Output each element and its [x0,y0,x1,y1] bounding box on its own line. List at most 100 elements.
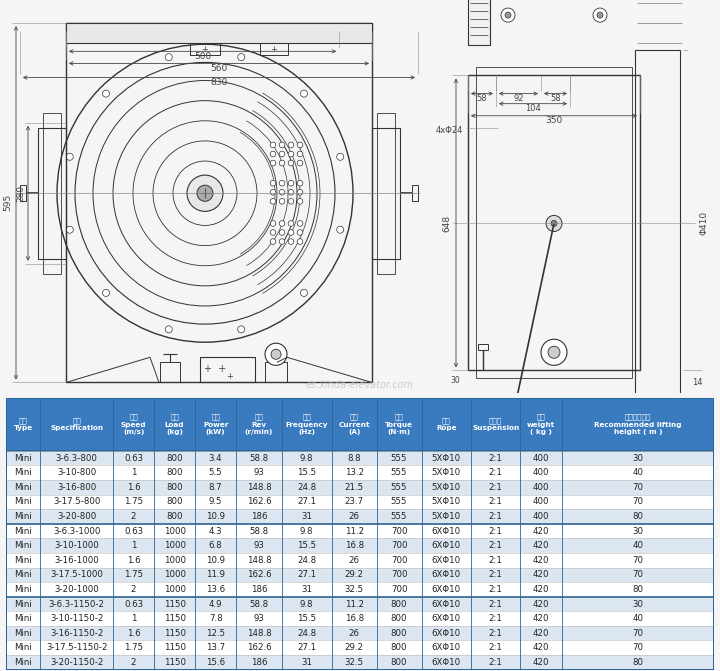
Text: 3-10-1150-2: 3-10-1150-2 [50,614,104,623]
Text: Mini: Mini [14,599,32,609]
Text: 6.8: 6.8 [209,541,222,550]
Circle shape [297,151,303,157]
Text: 4.3: 4.3 [209,527,222,535]
Text: 800: 800 [391,629,408,637]
Text: 420: 420 [533,570,549,579]
Text: 1000: 1000 [163,527,186,535]
Text: 420: 420 [533,599,549,609]
Text: 自重
weight
( kg ): 自重 weight ( kg ) [527,414,555,435]
Text: 58.8: 58.8 [249,454,269,463]
Circle shape [541,340,567,365]
Text: 2:1: 2:1 [489,541,503,550]
Text: 转矩
Torque
(N·m): 转矩 Torque (N·m) [385,414,413,435]
Text: 280: 280 [17,185,25,202]
Circle shape [279,142,285,148]
Text: 2:1: 2:1 [489,614,503,623]
Circle shape [297,180,303,186]
Text: 420: 420 [533,556,549,565]
Text: +: + [202,45,208,54]
Circle shape [279,199,285,204]
Text: 2:1: 2:1 [489,483,503,492]
Bar [200,357,255,382]
Bar [377,113,395,274]
Text: 载重
Load
(kg): 载重 Load (kg) [165,414,184,435]
Text: 0.63: 0.63 [124,527,143,535]
Text: Mini: Mini [14,454,32,463]
Text: 555: 555 [391,512,408,521]
Text: 32.5: 32.5 [345,658,364,667]
Text: 27.1: 27.1 [297,643,316,652]
Circle shape [102,289,109,297]
Circle shape [300,90,307,97]
Text: 4.9: 4.9 [209,599,222,609]
Text: 规格
Specification: 规格 Specification [50,417,104,431]
Text: 2:1: 2:1 [489,454,503,463]
Text: 58: 58 [550,94,561,103]
Text: 24.8: 24.8 [297,629,316,637]
Text: 21.5: 21.5 [345,483,364,492]
Text: 40: 40 [633,468,644,477]
Circle shape [279,151,285,157]
Text: 555: 555 [391,483,408,492]
Text: 648: 648 [443,214,451,231]
Text: 1: 1 [131,541,136,550]
Text: 3-10-800: 3-10-800 [57,468,96,477]
Text: 30: 30 [450,376,460,385]
Bar [635,50,680,396]
Text: 11.2: 11.2 [345,599,364,609]
Text: 6XΦ10: 6XΦ10 [432,585,461,594]
Bar [6,597,714,611]
Circle shape [279,229,285,236]
Text: 9.8: 9.8 [300,454,313,463]
Text: 型号
Type: 型号 Type [14,417,32,431]
Text: 148.8: 148.8 [247,629,271,637]
Text: 400: 400 [533,512,549,521]
Text: 梯速
Speed
(m/s): 梯速 Speed (m/s) [121,414,146,435]
Circle shape [501,424,515,438]
Circle shape [197,185,213,201]
Bar [372,127,400,258]
Text: 40: 40 [633,541,644,550]
Text: 70: 70 [633,643,644,652]
Text: 700: 700 [391,556,408,565]
Text: 3-16-1000: 3-16-1000 [55,556,99,565]
Bar [6,451,714,466]
Text: 29.2: 29.2 [345,570,364,579]
Text: 70: 70 [633,483,644,492]
Circle shape [288,151,294,157]
Bar [6,568,714,582]
Text: 555: 555 [391,468,408,477]
Circle shape [166,326,172,333]
Text: +: + [227,372,233,381]
Circle shape [270,180,276,186]
Bar [6,509,714,524]
Circle shape [288,142,294,148]
Bar [6,611,714,626]
Bar [6,641,714,655]
Text: 70: 70 [633,556,644,565]
Text: 700: 700 [391,527,408,535]
Bar [6,553,714,568]
Circle shape [597,428,603,434]
Text: 800: 800 [391,614,408,623]
Text: 转速
Rev
(r/min): 转速 Rev (r/min) [245,414,273,435]
Text: 1.6: 1.6 [127,629,140,637]
Text: 26: 26 [348,556,359,565]
Text: 70: 70 [633,629,644,637]
Text: 800: 800 [166,512,183,521]
Text: 1.75: 1.75 [124,497,143,507]
Bar [6,538,714,553]
Text: 15.5: 15.5 [297,468,316,477]
Text: 31: 31 [301,585,312,594]
Bar [260,43,288,55]
Text: 6XΦ10: 6XΦ10 [432,629,461,637]
Text: 32.5: 32.5 [345,585,364,594]
Text: 58: 58 [477,94,487,103]
Text: 10.9: 10.9 [206,556,225,565]
Text: 2:1: 2:1 [489,585,503,594]
Text: 24.8: 24.8 [297,556,316,565]
Text: Φ410: Φ410 [700,211,708,235]
Text: 13.6: 13.6 [206,585,225,594]
Text: 700: 700 [391,570,408,579]
Text: Mini: Mini [14,629,32,637]
